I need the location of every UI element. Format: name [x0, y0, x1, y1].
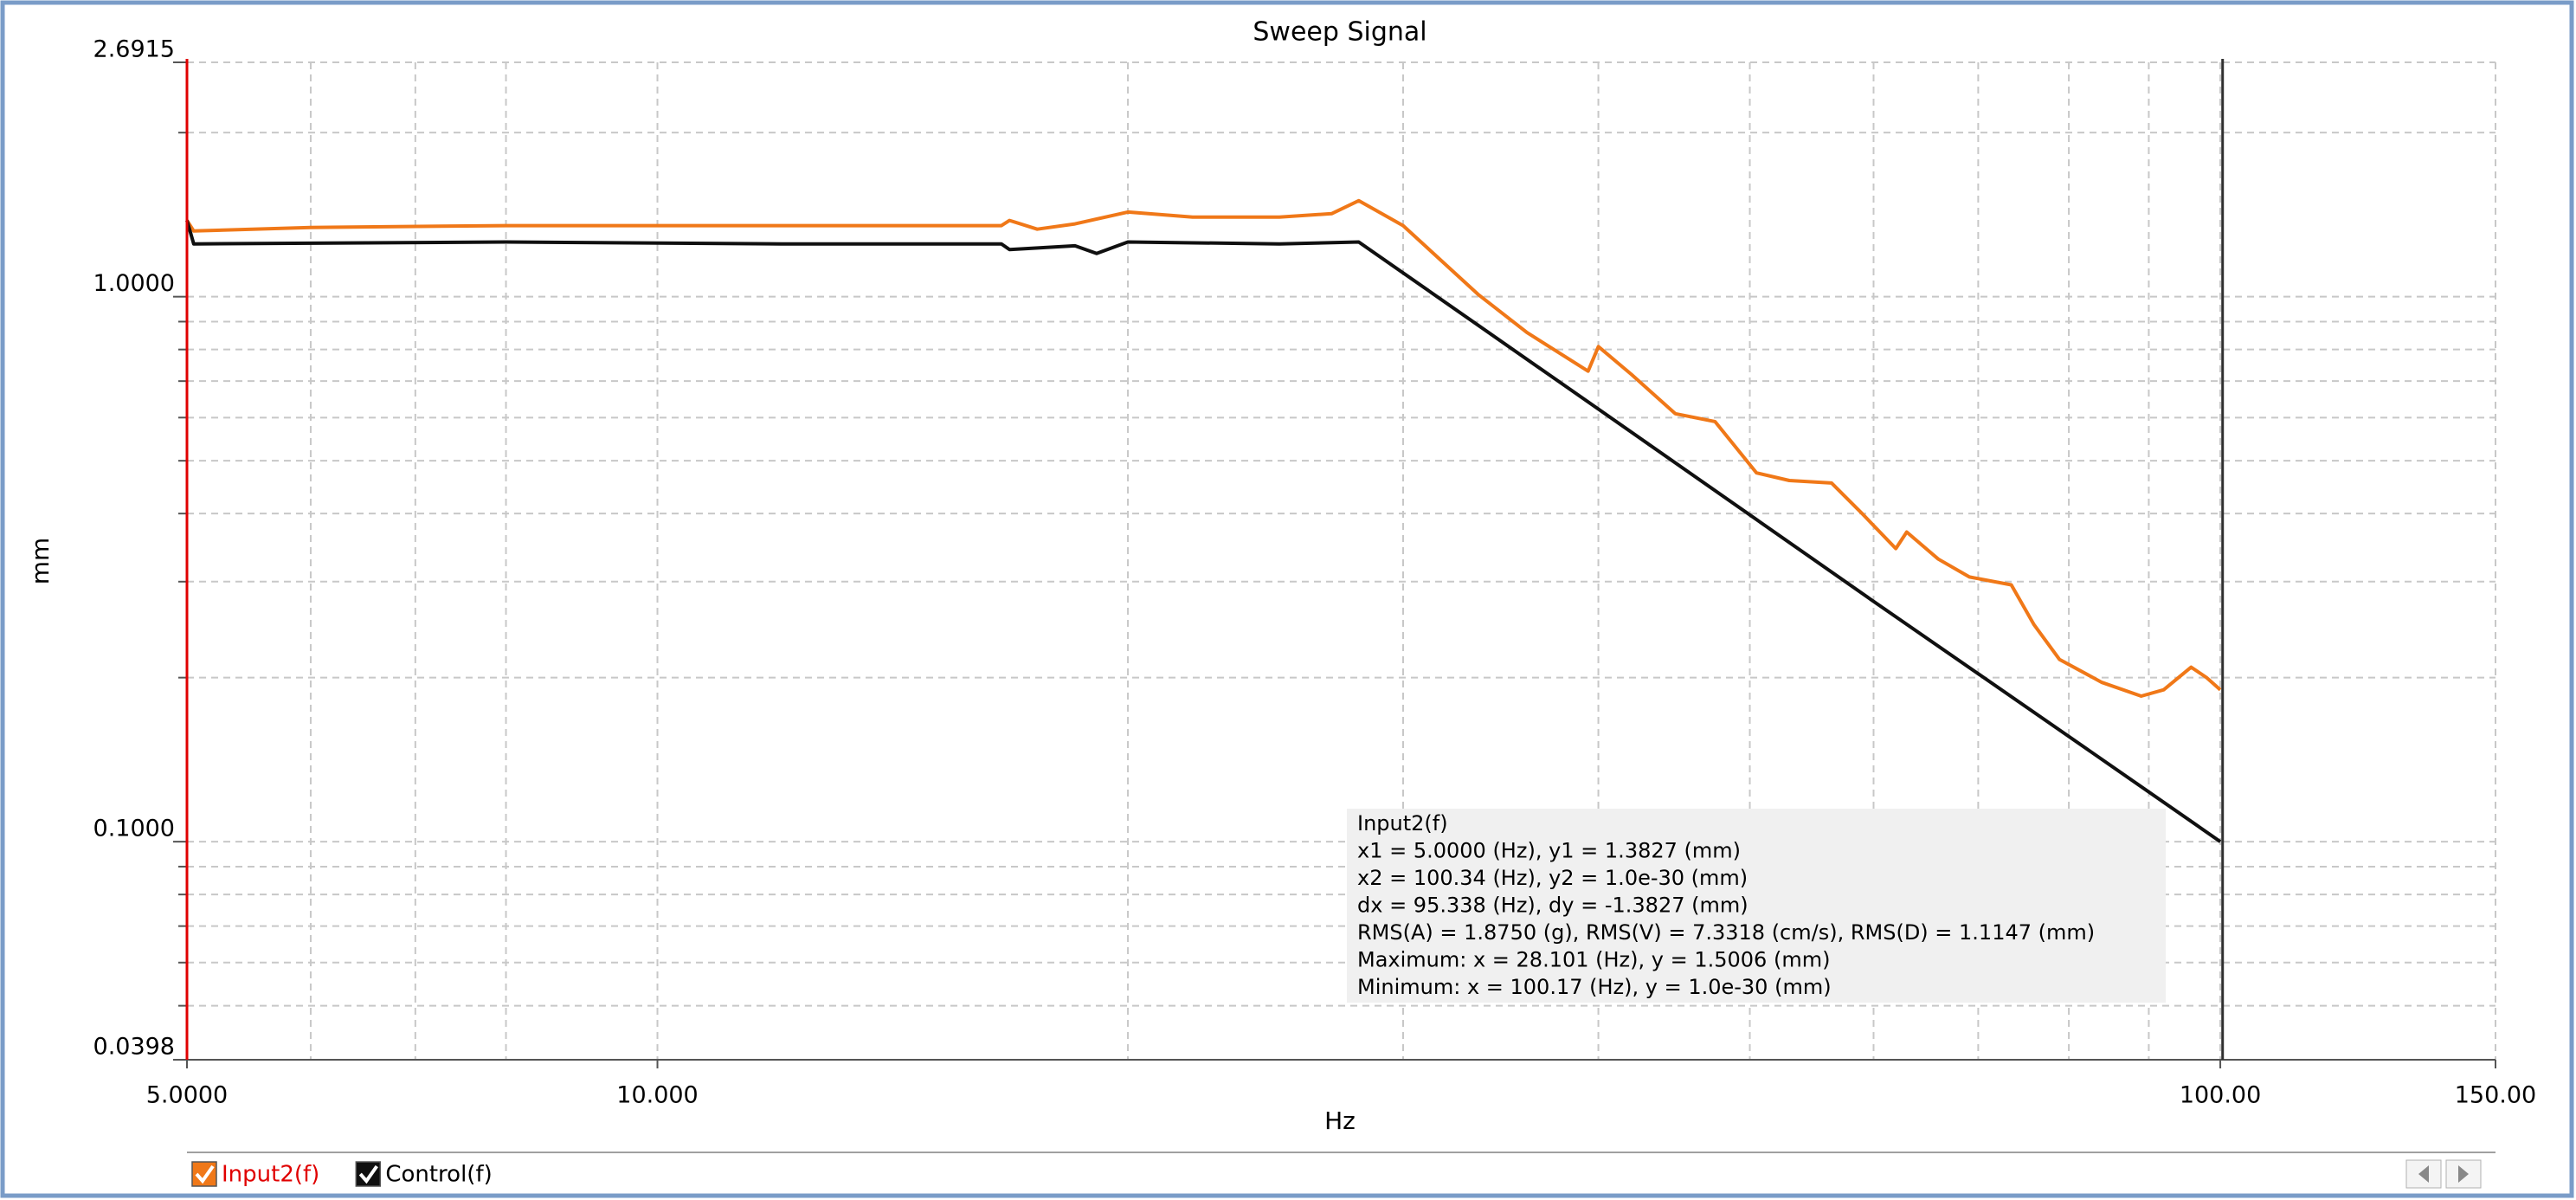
series-line [185, 220, 2222, 843]
x-tick-label: 5.0000 [146, 1082, 228, 1109]
series-line [185, 198, 2222, 698]
y-tick-label: 1.0000 [93, 270, 175, 297]
y-tick-label: 0.0398 [93, 1034, 175, 1061]
scroll-buttons [2405, 1159, 2482, 1189]
y-tick-label: 2.6915 [93, 36, 175, 63]
x-axis-label: Hz [1324, 1106, 1356, 1135]
chart-title: Sweep Signal [1253, 17, 1426, 48]
annotation-line: Minimum: x = 100.17 (Hz), y = 1.0e-30 (m… [1357, 975, 1832, 999]
x-tick-label: 100.00 [2180, 1082, 2261, 1109]
check-icon [195, 1165, 215, 1184]
legend-item[interactable]: Input2(f) [191, 1161, 319, 1188]
annotation-line: x2 = 100.34 (Hz), y2 = 1.0e-30 (mm) [1357, 866, 1748, 890]
y-tick-label: 0.1000 [93, 816, 175, 842]
annotation-line: x1 = 5.0000 (Hz), y1 = 1.3827 (mm) [1357, 839, 1741, 863]
check-icon [358, 1165, 378, 1184]
legend-label: Control(f) [385, 1162, 492, 1188]
annotation-line: RMS(A) = 1.8750 (g), RMS(V) = 7.3318 (cm… [1357, 920, 2095, 945]
x-tick-label: 10.000 [616, 1082, 698, 1109]
annotation-line: dx = 95.338 (Hz), dy = -1.3827 (mm) [1357, 894, 1748, 918]
annotation-line: Input2(f) [1357, 811, 1448, 835]
annotation-line: Maximum: x = 28.101 (Hz), y = 1.5006 (mm… [1357, 948, 1830, 972]
legend-item[interactable]: Control(f) [355, 1161, 493, 1188]
legend-checkbox [355, 1161, 382, 1187]
arrow-icon [2458, 1165, 2469, 1183]
y-axis-label: mm [26, 538, 55, 585]
legend-label: Input2(f) [222, 1162, 319, 1188]
legend-checkbox [191, 1161, 217, 1187]
x-tick-label: 150.00 [2455, 1082, 2536, 1109]
arrow-icon [2418, 1165, 2429, 1183]
annotation-box [1347, 809, 2166, 1003]
